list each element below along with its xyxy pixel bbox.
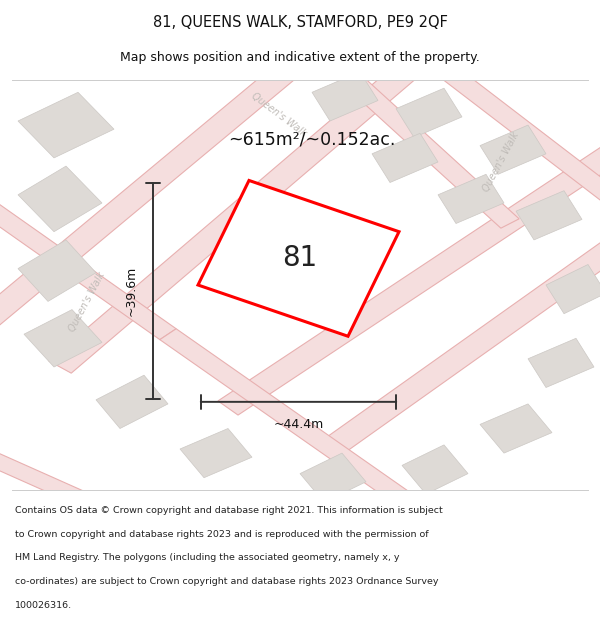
Text: 81, QUEENS WALK, STAMFORD, PE9 2QF: 81, QUEENS WALK, STAMFORD, PE9 2QF bbox=[152, 15, 448, 30]
Polygon shape bbox=[0, 189, 176, 339]
Polygon shape bbox=[198, 181, 399, 336]
Text: 81: 81 bbox=[283, 244, 317, 272]
Polygon shape bbox=[480, 125, 546, 174]
Polygon shape bbox=[160, 329, 428, 516]
Polygon shape bbox=[49, 53, 431, 373]
Polygon shape bbox=[218, 134, 600, 415]
Polygon shape bbox=[320, 229, 600, 456]
Polygon shape bbox=[516, 191, 582, 240]
Polygon shape bbox=[18, 240, 96, 301]
Polygon shape bbox=[0, 53, 311, 341]
Text: Queen's Walk: Queen's Walk bbox=[481, 131, 521, 194]
Polygon shape bbox=[402, 445, 468, 494]
Polygon shape bbox=[396, 88, 462, 138]
Text: ~44.4m: ~44.4m bbox=[274, 418, 323, 431]
Text: ~615m²/~0.152ac.: ~615m²/~0.152ac. bbox=[229, 131, 395, 149]
Polygon shape bbox=[0, 443, 114, 516]
Polygon shape bbox=[528, 338, 594, 388]
Polygon shape bbox=[18, 166, 102, 232]
Polygon shape bbox=[321, 55, 519, 228]
Polygon shape bbox=[18, 92, 114, 158]
Polygon shape bbox=[180, 429, 252, 478]
Polygon shape bbox=[424, 54, 600, 216]
Text: co-ordinates) are subject to Crown copyright and database rights 2023 Ordnance S: co-ordinates) are subject to Crown copyr… bbox=[15, 577, 439, 586]
Polygon shape bbox=[24, 309, 102, 367]
Text: 100026316.: 100026316. bbox=[15, 601, 72, 610]
Text: ~39.6m: ~39.6m bbox=[125, 266, 138, 316]
Polygon shape bbox=[96, 375, 168, 429]
Text: Map shows position and indicative extent of the property.: Map shows position and indicative extent… bbox=[120, 51, 480, 64]
Polygon shape bbox=[438, 174, 504, 224]
Text: to Crown copyright and database rights 2023 and is reproduced with the permissio: to Crown copyright and database rights 2… bbox=[15, 530, 428, 539]
Text: Queen's Walk: Queen's Walk bbox=[250, 91, 308, 139]
Text: Contains OS data © Crown copyright and database right 2021. This information is : Contains OS data © Crown copyright and d… bbox=[15, 506, 443, 515]
Polygon shape bbox=[312, 72, 378, 121]
Polygon shape bbox=[480, 404, 552, 453]
Text: HM Land Registry. The polygons (including the associated geometry, namely x, y: HM Land Registry. The polygons (includin… bbox=[15, 554, 400, 562]
Polygon shape bbox=[546, 264, 600, 314]
Polygon shape bbox=[372, 133, 438, 182]
Polygon shape bbox=[300, 453, 366, 503]
Text: Queen's Walk: Queen's Walk bbox=[67, 270, 107, 333]
